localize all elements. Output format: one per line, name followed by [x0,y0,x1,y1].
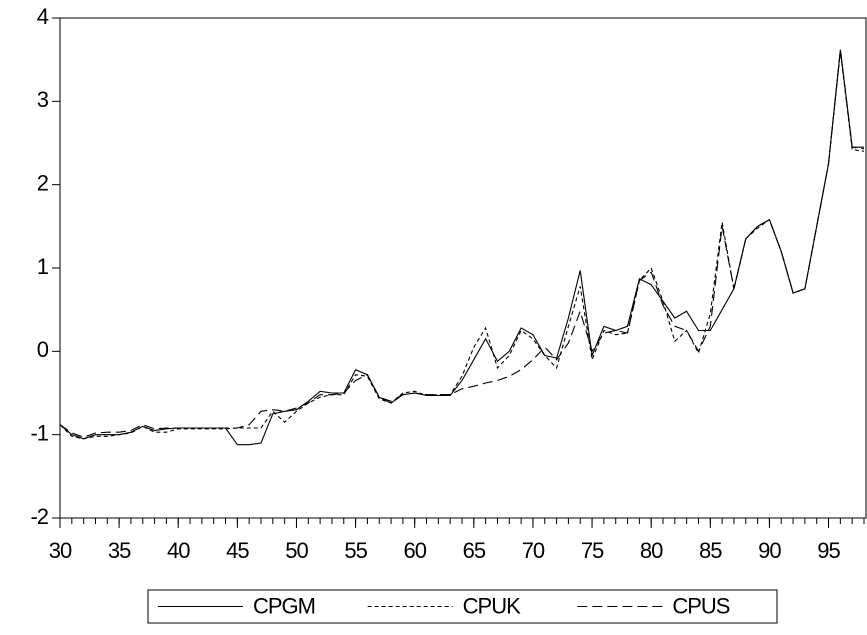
y-tick-label: -1 [30,420,48,445]
x-tick-label: 85 [699,538,722,563]
x-tick-label: 30 [49,538,72,563]
x-tick-label: 70 [522,538,545,563]
x-tick-label: 65 [463,538,486,563]
y-tick-label: 1 [37,254,49,279]
x-tick-label: 95 [817,538,840,563]
y-tick-label: -2 [30,504,48,529]
line-series [59,51,865,440]
x-tick-label: 60 [403,538,426,563]
legend-label: CPUS [672,593,729,618]
x-tick-label: 55 [344,538,367,563]
x-tick-label: 40 [167,538,190,563]
plot-frame [59,17,867,519]
x-tick-label: 75 [581,538,604,563]
legend-box [147,589,778,624]
x-tick-label: 90 [758,538,781,563]
line-series [59,49,865,438]
legend-label: CPGM [253,593,315,618]
x-tick-label: 80 [640,538,663,563]
y-tick-label: 3 [37,87,49,112]
y-tick-label: 0 [37,337,49,362]
x-tick-label: 50 [285,538,308,563]
x-tick-label: 35 [108,538,131,563]
x-tick-label: 45 [226,538,249,563]
y-tick-label: 2 [37,170,49,195]
y-tick-label: 4 [37,4,49,29]
legend-label: CPUK [463,593,521,618]
